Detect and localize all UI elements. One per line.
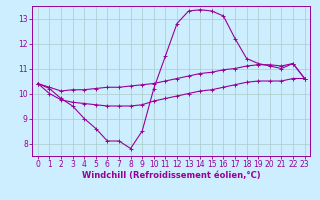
X-axis label: Windchill (Refroidissement éolien,°C): Windchill (Refroidissement éolien,°C) [82, 171, 260, 180]
